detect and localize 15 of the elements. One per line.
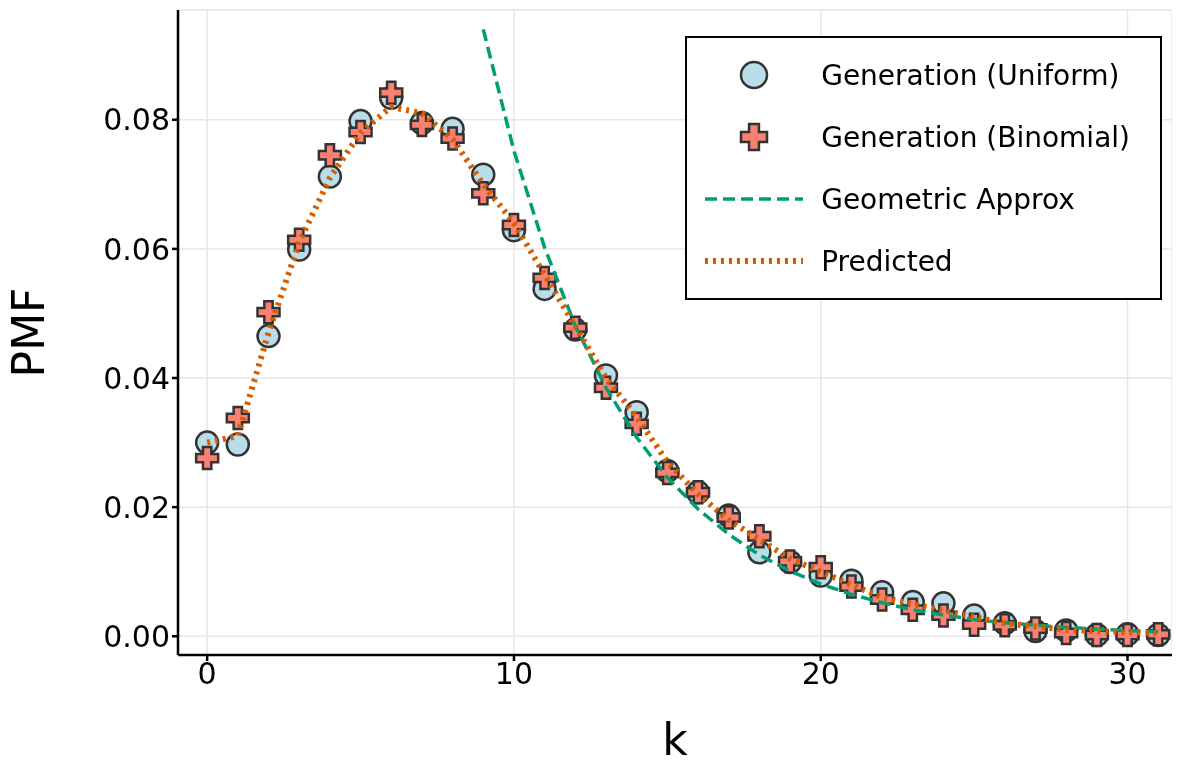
y-tick-label: 0.00 [103,618,170,654]
legend-label: Generation (Uniform) [821,58,1120,92]
y-tick-label: 0.06 [103,231,170,267]
legend-label: Geometric Approx [821,182,1075,216]
x-axis-title: k [662,714,689,765]
legend-label: Generation (Binomial) [821,120,1130,154]
y-tick-label: 0.08 [103,102,170,138]
x-tick-label: 30 [1108,656,1147,692]
y-axis-title: PMF [2,287,54,378]
y-tick-label: 0.04 [103,360,170,396]
legend-label: Predicted [821,244,953,278]
x-tick-label: 20 [801,656,840,692]
x-tick-label: 0 [197,656,217,692]
y-tick-label: 0.02 [103,489,170,525]
x-tick-label: 10 [494,656,534,692]
